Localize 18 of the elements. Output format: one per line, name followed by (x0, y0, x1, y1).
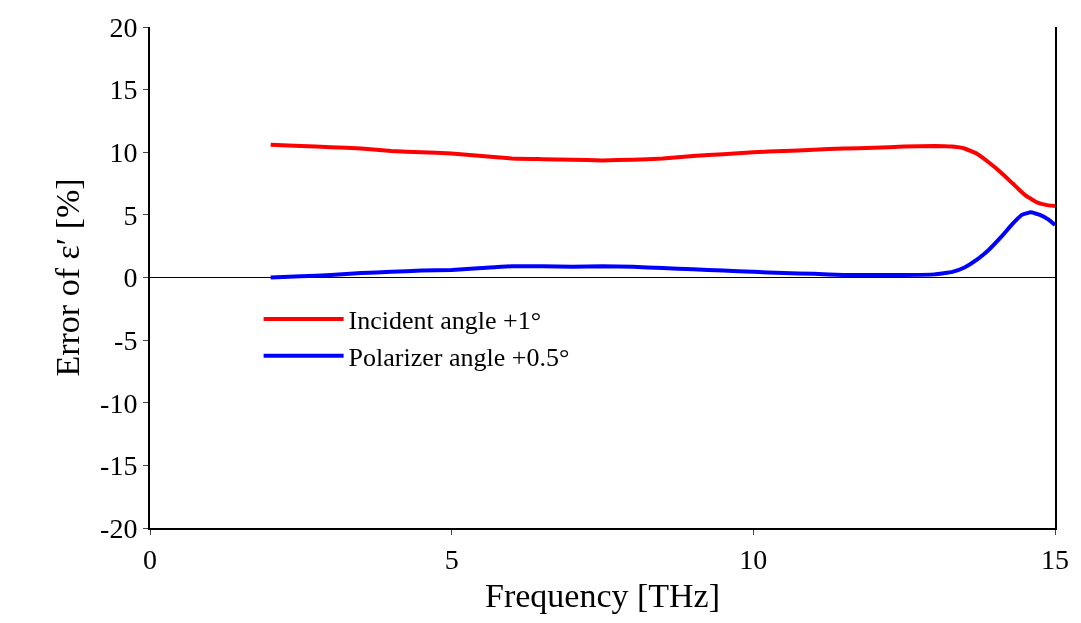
y-tick-label: -10 (100, 387, 138, 419)
y-tick-label: -15 (100, 450, 138, 482)
y-tick-label: 15 (109, 74, 138, 106)
x-tick-label: 5 (444, 543, 459, 575)
legend-label: Polarizer angle +0.5° (348, 342, 570, 372)
y-tick-label: 0 (123, 262, 138, 294)
line-series (268, 210, 1055, 280)
y-tick-label: -5 (114, 324, 138, 356)
line-series (268, 142, 1055, 209)
x-axis-title: Frequency [THz] (484, 577, 721, 615)
y-tick-label: 20 (109, 11, 138, 43)
legend-label: Incident angle +1° (348, 306, 542, 336)
x-tick-label: 10 (739, 543, 768, 575)
y-tick-label: 10 (109, 137, 138, 169)
y-tick-label: 5 (123, 199, 138, 231)
y-axis-title: Error of ε′ [%] (49, 178, 87, 377)
y-tick-label: -20 (100, 512, 138, 544)
x-tick-label: 15 (1041, 543, 1069, 575)
